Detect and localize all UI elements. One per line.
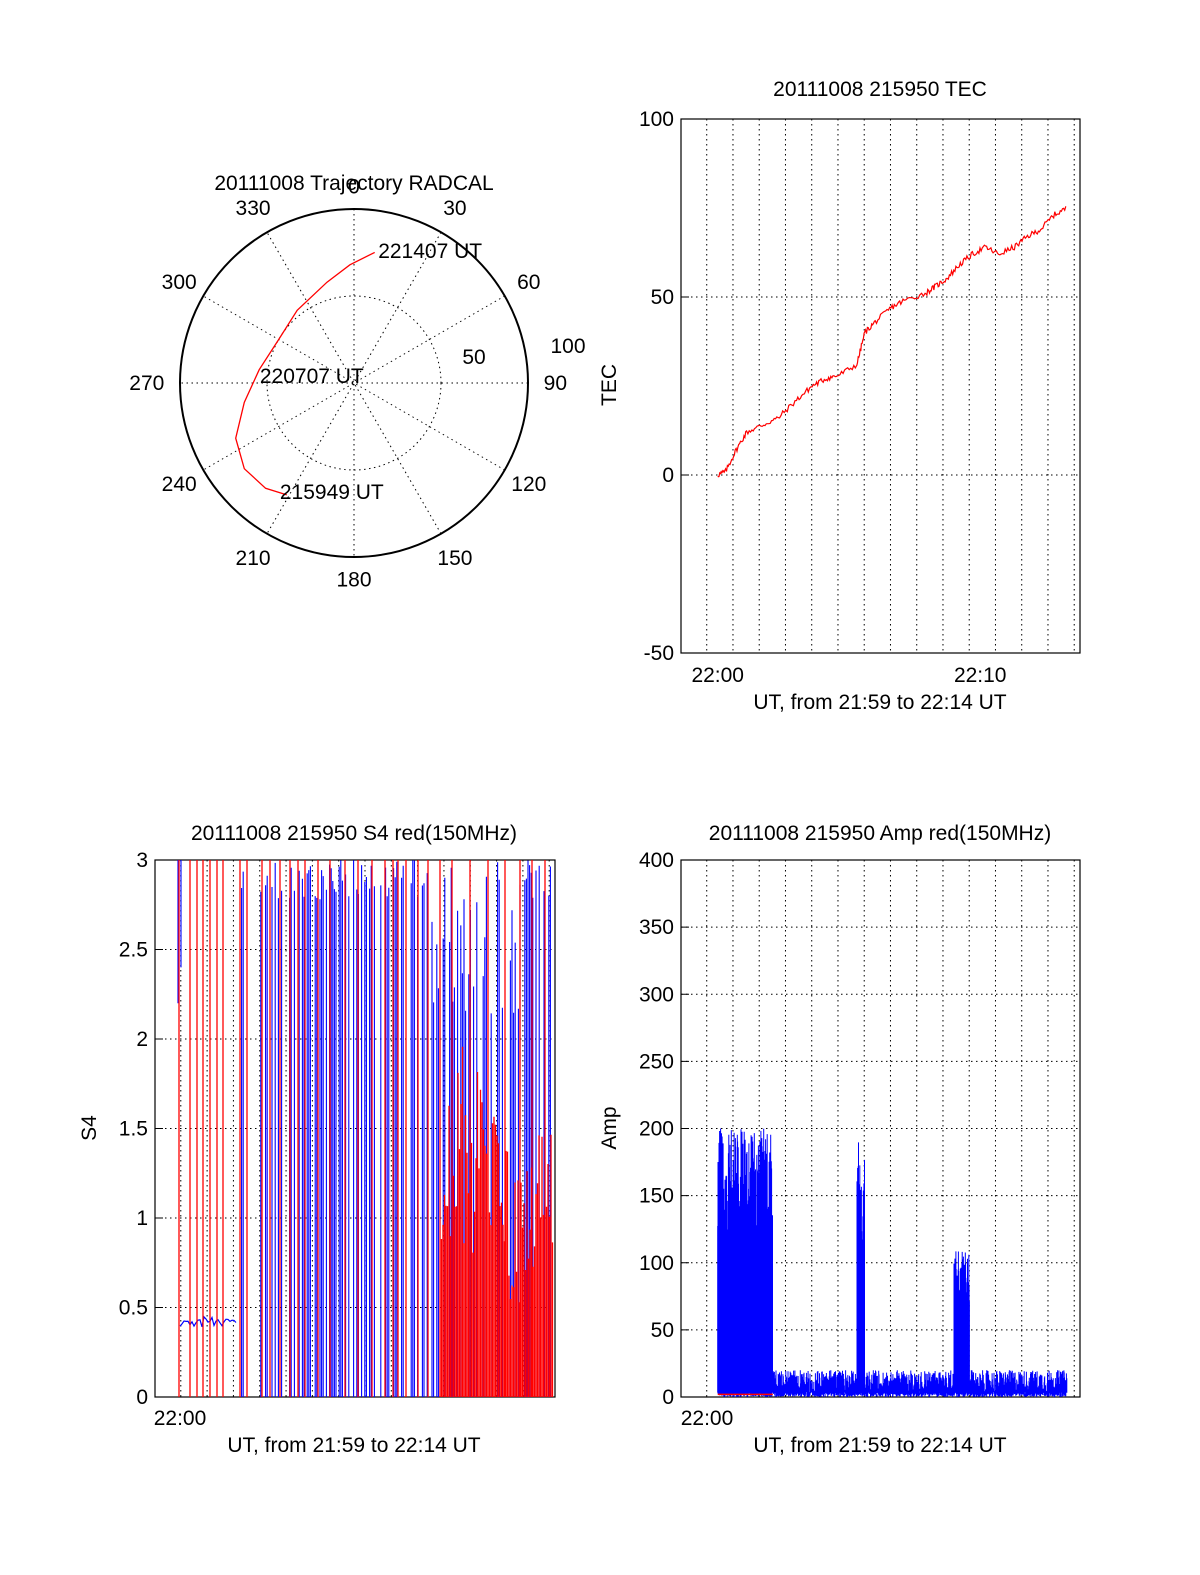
s4-red-trace — [178, 860, 554, 1397]
polar-angle-label: 210 — [236, 547, 271, 570]
y-tick-label: 150 — [639, 1185, 674, 1208]
polar-angle-label: 90 — [544, 372, 567, 395]
y-tick-label: 50 — [651, 286, 674, 309]
y-tick-label: 200 — [639, 1118, 674, 1141]
plot-frame — [680, 859, 1081, 1398]
y-tick-label: 100 — [639, 108, 674, 131]
polar-angle-label: 150 — [437, 547, 472, 570]
polar-radius-label: 100 — [550, 335, 585, 358]
y-tick-label: 0.5 — [119, 1297, 148, 1320]
x-tick-label: 22:00 — [691, 664, 744, 687]
y-tick-label: -50 — [644, 642, 674, 665]
plot-frame — [680, 118, 1081, 654]
trajectory-annotation: 221407 UT — [378, 240, 482, 263]
polar-spoke-30 — [266, 232, 442, 534]
amp-ylabel: Amp — [598, 1106, 621, 1149]
y-tick-label: 400 — [639, 849, 674, 872]
polar-angle-label: 180 — [336, 569, 371, 592]
polar-radius-label: 50 — [462, 346, 485, 369]
y-tick-label: 0 — [662, 464, 674, 487]
amp-plot: 20111008 215950 Amp red(150MHz) Amp UT, … — [598, 822, 1081, 1457]
polar-angle-label: 270 — [129, 372, 164, 395]
trajectory-polar-plot: 20111008 Trajectory RADCAL 0 30 60 90 120 150… — [129, 172, 585, 592]
plot-frame — [154, 859, 556, 1398]
x-tick-label: 22:10 — [954, 664, 1007, 687]
y-tick-label: 0 — [136, 1386, 148, 1409]
tec-title: 20111008 215950 TEC — [773, 78, 987, 101]
x-tick-label: 22:00 — [681, 1407, 734, 1430]
tec-ylabel: TEC — [598, 364, 621, 406]
polar-angle-label: 0 — [348, 175, 360, 198]
s4-traces — [177, 860, 554, 1397]
tec-line — [717, 206, 1067, 478]
trajectory-line — [235, 251, 375, 496]
polar-angle-label: 30 — [443, 197, 466, 220]
polar-angle-label: 120 — [511, 473, 546, 496]
s4-plot: 20111008 215950 S4 red(150MHz) S4 UT, fr… — [78, 822, 556, 1457]
y-tick-label: 1 — [136, 1207, 148, 1230]
tec-xlabel: UT, from 21:59 to 22:14 UT — [753, 691, 1006, 714]
s4-blue-baseline — [179, 1315, 237, 1328]
trajectory-annotation: 215949 UT — [280, 481, 384, 504]
s4-title: 20111008 215950 S4 red(150MHz) — [191, 822, 517, 845]
polar-angle-label: 60 — [517, 271, 540, 294]
s4-xlabel: UT, from 21:59 to 22:14 UT — [227, 1434, 480, 1457]
y-tick-label: 2 — [136, 1028, 148, 1051]
y-tick-label: 2.5 — [119, 939, 148, 962]
tec-plot: 20111008 215950 TEC TEC UT, from 21:59 t… — [598, 78, 1081, 714]
y-tick-label: 350 — [639, 916, 674, 939]
amp-xlabel: UT, from 21:59 to 22:14 UT — [753, 1434, 1006, 1457]
y-tick-label: 50 — [651, 1319, 674, 1342]
y-tick-label: 100 — [639, 1252, 674, 1275]
x-tick-label: 22:00 — [154, 1407, 207, 1430]
y-tick-label: 3 — [136, 849, 148, 872]
polar-angle-label: 330 — [236, 197, 271, 220]
polar-spoke-150 — [266, 232, 442, 534]
s4-ylabel: S4 — [78, 1115, 101, 1141]
trajectory-title: 20111008 Trajectory RADCAL — [214, 172, 493, 195]
y-tick-label: 0 — [662, 1386, 674, 1409]
y-tick-label: 250 — [639, 1050, 674, 1073]
amp-blue-trace — [717, 1128, 1068, 1397]
y-tick-label: 300 — [639, 983, 674, 1006]
y-tick-label: 1.5 — [119, 1118, 148, 1141]
polar-angle-label: 300 — [162, 271, 197, 294]
polar-angle-label: 240 — [162, 473, 197, 496]
trajectory-annotation: 220707 UT — [260, 365, 364, 388]
amp-title: 20111008 215950 Amp red(150MHz) — [709, 822, 1051, 845]
